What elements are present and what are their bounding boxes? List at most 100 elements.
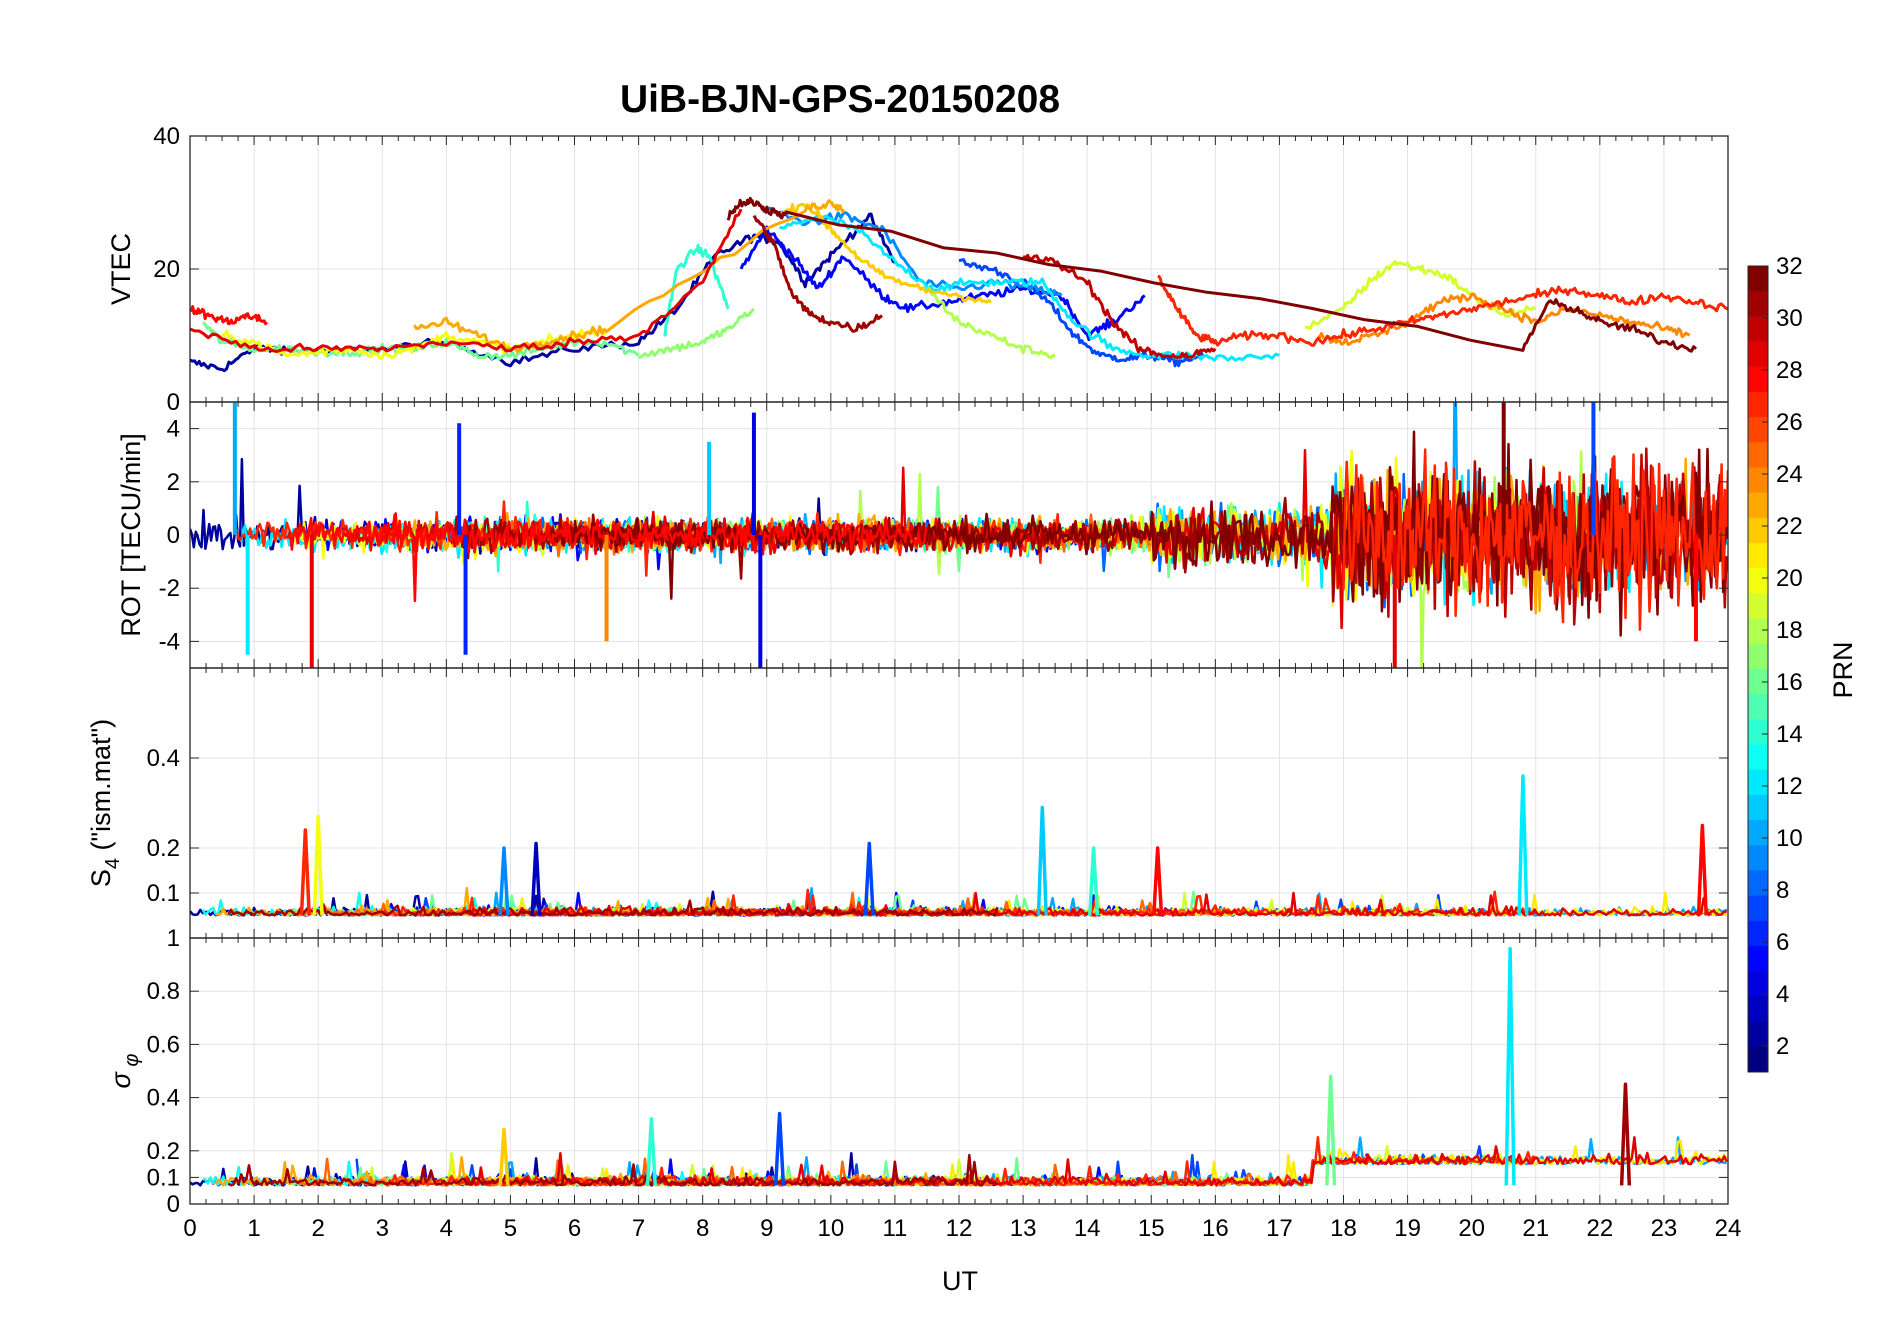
colorbar-tick-label: 16 (1776, 669, 1803, 696)
colorbar-segment (1748, 568, 1768, 594)
colorbar-segment (1748, 694, 1768, 720)
colorbar-segment (1748, 820, 1768, 846)
vtec-series-prn-24 (1317, 292, 1691, 346)
sigma_phi-y-tick-label: 0 (167, 1191, 180, 1218)
colorbar-tick-label: 24 (1776, 461, 1803, 488)
colorbar-segment (1748, 895, 1768, 922)
colorbar-segment (1748, 744, 1768, 771)
colorbar-segment (1748, 442, 1768, 468)
grid (189, 938, 1729, 1204)
colorbar-tick-label: 22 (1776, 513, 1803, 540)
x-tick-label: 5 (504, 1215, 517, 1242)
colorbar-segment (1748, 845, 1768, 871)
sigma_phi-y-tick-label: 0.6 (147, 1031, 180, 1058)
x-tick-label: 14 (1074, 1215, 1101, 1242)
colorbar-segment (1748, 769, 1768, 796)
vtec-series-prn-5 (739, 225, 1146, 342)
rot-y-tick-label: 0 (167, 522, 180, 549)
vtec-series-prn-32 (726, 196, 1698, 353)
sigma_phi-y-tick-label: 0.4 (147, 1085, 180, 1112)
colorbar-segment (1748, 971, 1768, 997)
sigma_phi-y-axis-label: σ φ (106, 1054, 143, 1089)
colorbar-tick-label: 28 (1776, 357, 1803, 384)
sigma_phi-y-tick-label: 0.1 (147, 1164, 180, 1191)
colorbar-tick-label: 26 (1776, 409, 1803, 436)
x-tick-label: 0 (183, 1215, 196, 1242)
colorbar-segment (1748, 794, 1768, 821)
vtec-series-prn-17 (637, 307, 756, 360)
x-tick-label: 21 (1522, 1215, 1549, 1242)
chart-title: UiB-BJN-GPS-20150208 (620, 78, 1060, 121)
x-tick-label: 2 (311, 1215, 324, 1242)
x-tick-label: 3 (376, 1215, 389, 1242)
x-tick-label: 20 (1458, 1215, 1485, 1242)
vtec-y-axis-label: VTEC (106, 233, 136, 305)
s4-peak-6 (1087, 846, 1100, 916)
x-tick-label: 12 (946, 1215, 973, 1242)
colorbar-segment (1748, 467, 1768, 494)
x-tick-label: 15 (1138, 1215, 1165, 1242)
x-axis-label: UT (942, 1266, 978, 1296)
x-tick-label: 7 (632, 1215, 645, 1242)
colorbar-segment (1748, 870, 1768, 897)
rot-y-tick-label: 4 (167, 416, 180, 443)
x-tick-label: 1 (247, 1215, 260, 1242)
colorbar-segment (1748, 593, 1768, 620)
colorbar-segment (1748, 1021, 1768, 1048)
s4-peak-0 (299, 828, 311, 916)
x-tick-label: 17 (1266, 1215, 1293, 1242)
vtec-series-prn-18 (926, 287, 1056, 360)
sigma-phi-panel: 00.10.2 0.4 0.6 0.8 1 σ φ (106, 925, 1729, 1218)
x-tick-label: 11 (882, 1215, 907, 1242)
vtec-y-tick-label: 40 (153, 123, 180, 150)
sigma_phi-peak-4 (645, 1117, 657, 1186)
rot-y-tick-label: 2 (167, 469, 180, 496)
x-tick-label: 10 (817, 1215, 844, 1242)
s4-peak-5 (1036, 805, 1048, 916)
vtec-series-prn-31 (752, 214, 883, 333)
colorbar-segment (1748, 719, 1768, 746)
rot-y-tick-label: -2 (159, 575, 180, 602)
colorbar-segment (1748, 417, 1768, 443)
colorbar-segment (1748, 266, 1768, 292)
colorbar-segment (1748, 517, 1768, 544)
colorbar-segment (1748, 291, 1768, 317)
colorbar-tick-label: 14 (1776, 721, 1803, 748)
x-tick-label: 16 (1202, 1215, 1229, 1242)
x-tick-label: 23 (1651, 1215, 1678, 1242)
colorbar-tick-label: 8 (1776, 877, 1789, 904)
colorbar-tick-label: 10 (1776, 825, 1803, 852)
colorbar-tick-label: 2 (1776, 1033, 1789, 1060)
colorbar-segment (1748, 366, 1768, 393)
colorbar-segment (1748, 920, 1768, 947)
s4-peak-2 (498, 846, 510, 916)
x-tick-label: 24 (1715, 1215, 1742, 1242)
x-tick-label: 18 (1330, 1215, 1357, 1242)
colorbar-segment (1748, 996, 1768, 1023)
x-tick-label: 4 (440, 1215, 453, 1242)
sigma_phi-y-tick-label: 0.8 (147, 978, 180, 1005)
vtec-series-prn-7 (958, 258, 1204, 368)
x-ticks: 0 1 2 3 4 5 6 7 8 9 10 11 12 13 14 15 16 17 18 19 20 21 22 23 24 (183, 1215, 1741, 1242)
colorbar-segment (1748, 643, 1768, 670)
colorbar-segment (1748, 341, 1768, 368)
s4-peak-4 (863, 841, 875, 916)
sigma_phi-peak-3 (773, 1111, 786, 1186)
vtec-series-prn-23 (413, 199, 846, 354)
colorbar-segment (1748, 946, 1768, 972)
x-tick-label: 8 (696, 1215, 709, 1242)
sigma_phi-peak-1 (1504, 946, 1516, 1186)
s4-y-tick-label: 0.1 (147, 880, 180, 907)
sigma_phi-peak-0 (1325, 1074, 1337, 1186)
grid (189, 136, 1729, 402)
vtec-series-prn-19 (1304, 260, 1537, 330)
colorbar-tick-label: 18 (1776, 617, 1803, 644)
s4-y-tick-label: 0.2 (147, 835, 180, 862)
colorbar-segment (1748, 618, 1768, 645)
s4-peak-9 (1696, 823, 1708, 916)
colorbar-tick-label: 32 (1776, 253, 1803, 280)
rot-y-axis-label: ROT [TECU/min] (116, 433, 146, 637)
s4-y-axis-label: S4 ("ism.mat") (86, 719, 124, 887)
colorbar-segment (1748, 316, 1768, 343)
